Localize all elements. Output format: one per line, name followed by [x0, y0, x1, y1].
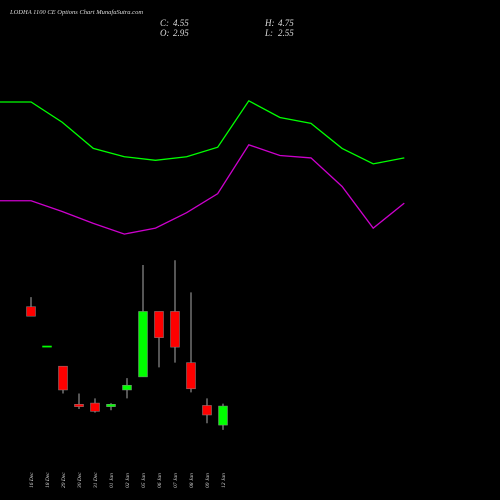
x-tick-label: 01 Jan [109, 473, 115, 488]
candle-body [170, 311, 180, 348]
ohlc-label: O: [160, 28, 170, 38]
candle-body [122, 384, 132, 391]
x-tick-label: 18 Dec [45, 472, 51, 488]
candle-body [74, 404, 84, 407]
indicator-line [0, 99, 405, 165]
x-tick-label: 02 Jan [125, 473, 131, 488]
candle-body [90, 402, 100, 412]
candle-body [106, 404, 116, 407]
candle-body [186, 362, 196, 390]
candle-body [58, 365, 68, 391]
x-tick-label: 30 Dec [77, 472, 83, 489]
x-tick-label: 05 Jan [141, 473, 147, 488]
ohlc-label: C: [160, 18, 169, 28]
x-tick-label: 07 Jan [173, 473, 179, 488]
candle-body [26, 306, 36, 317]
ohlc-value: 2.95 [173, 28, 189, 38]
indicator-line [0, 144, 405, 235]
x-tick-label: 29 Dec [61, 472, 67, 488]
x-tick-label: 08 Jan [189, 473, 195, 488]
x-tick-label: 12 Jan [221, 473, 227, 488]
ohlc-label: L: [264, 28, 273, 38]
x-tick-label: 16 Dec [29, 472, 35, 488]
ohlc-label: H: [264, 18, 275, 28]
ohlc-value: 4.55 [173, 18, 189, 28]
chart-title: LODHA 1100 CE Options Chart MunafaSutra.… [9, 9, 143, 16]
candle-body [154, 311, 164, 338]
candle-body [138, 311, 148, 378]
ohlc-value: 4.75 [278, 18, 294, 28]
ohlc-value: 2.55 [278, 28, 294, 38]
candle-body [218, 405, 228, 426]
x-tick-label: 09 Jan [205, 473, 211, 488]
candle-body [202, 405, 212, 416]
x-tick-label: 06 Jan [157, 473, 163, 488]
candle-body [42, 345, 52, 348]
x-tick-label: 31 Dec [93, 472, 99, 489]
